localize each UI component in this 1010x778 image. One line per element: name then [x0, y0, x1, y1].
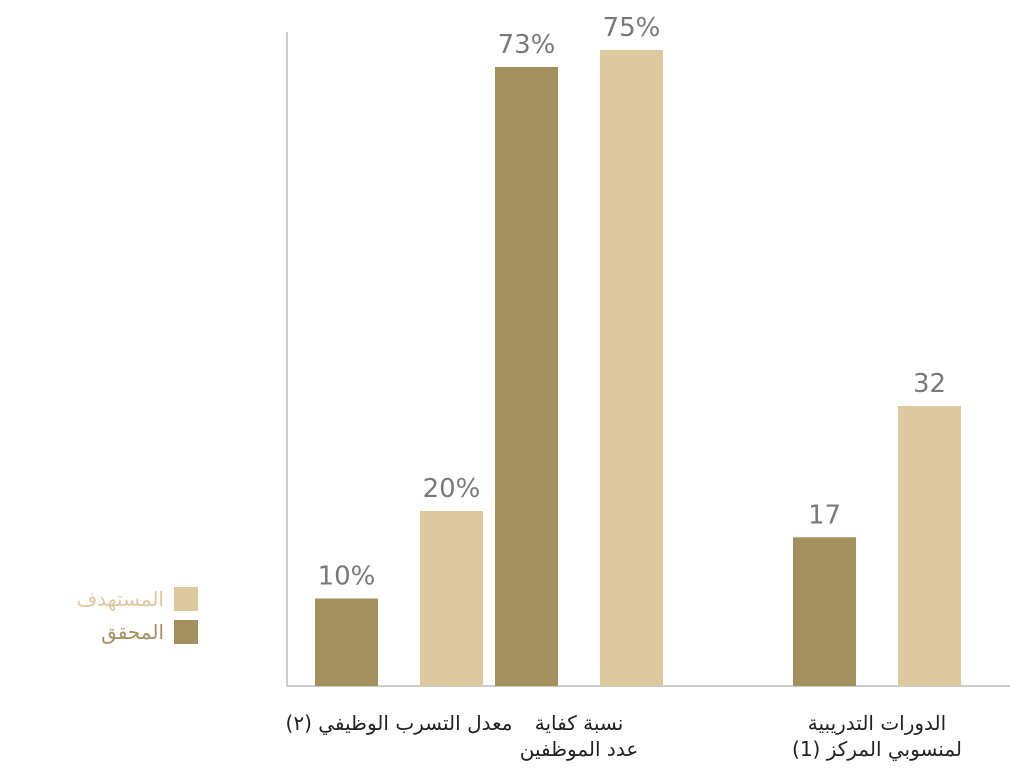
bar-achieved-1: [495, 66, 558, 686]
legend: المستهدف المحقق: [28, 582, 198, 648]
data-label-target-2: 20%: [423, 474, 481, 504]
data-label-target-1: 75%: [603, 13, 661, 43]
legend-item-target: المستهدف: [28, 582, 198, 615]
category-label-staff-sufficiency: نسبة كفاية عدد الموظفين: [519, 711, 639, 761]
bar-target-1: [600, 50, 663, 686]
data-label-achieved-1: 73%: [498, 30, 556, 60]
legend-label-achieved: المحقق: [101, 619, 164, 644]
bar-achieved-0: [793, 537, 856, 686]
legend-swatch-achieved: [174, 619, 198, 644]
legend-label-target: المستهدف: [76, 586, 164, 611]
bar-target-2: [420, 511, 483, 686]
data-label-achieved-0: 17: [808, 500, 841, 530]
legend-swatch-target: [174, 586, 198, 611]
bar-target-0: [898, 406, 961, 686]
data-label-achieved-2: 10%: [318, 562, 376, 592]
category-label-turnover-rate: معدل التسرب الوظيفي (٢): [285, 711, 513, 735]
legend-item-achieved: المحقق: [28, 615, 198, 648]
data-label-target-0: 32: [913, 369, 946, 399]
bar-achieved-2: [315, 598, 378, 686]
category-label-training-courses: الدورات التدريبية لمنسوبي المركز (1): [792, 711, 962, 761]
